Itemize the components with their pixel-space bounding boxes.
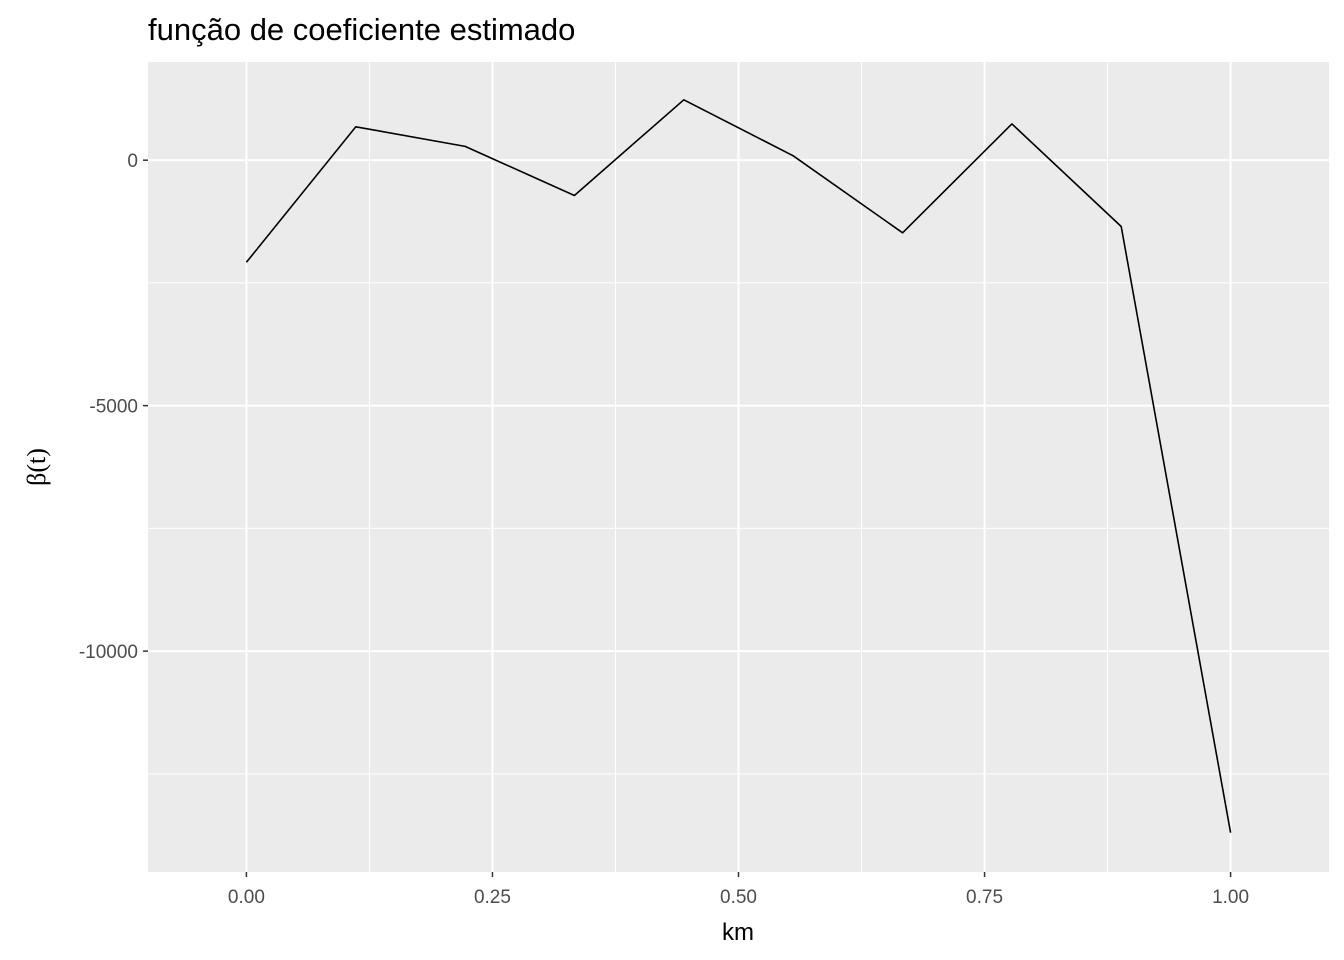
x-tick-label: 0.50 xyxy=(720,887,757,908)
series-line xyxy=(245,99,1232,833)
y-tick-label: 0 xyxy=(127,151,138,172)
x-axis-title: km xyxy=(722,919,754,946)
y-tick-label: -10000 xyxy=(79,642,138,663)
major-gridlines xyxy=(148,62,1329,872)
x-tick-label: 0.25 xyxy=(474,887,511,908)
chart-title: função de coeficiente estimado xyxy=(148,12,575,47)
x-tick-label: 1.00 xyxy=(1212,887,1249,908)
x-tick-label: 0.75 xyxy=(966,887,1003,908)
y-axis-title: β(t) xyxy=(22,448,51,486)
x-axis-ticks: 0.00 0.25 0.50 0.75 1.00 xyxy=(228,872,1249,908)
y-axis-ticks: 0 -5000 -10000 xyxy=(79,151,148,663)
y-tick-label: -5000 xyxy=(89,397,138,418)
series-layer xyxy=(245,99,1232,833)
x-tick-label: 0.00 xyxy=(228,887,265,908)
